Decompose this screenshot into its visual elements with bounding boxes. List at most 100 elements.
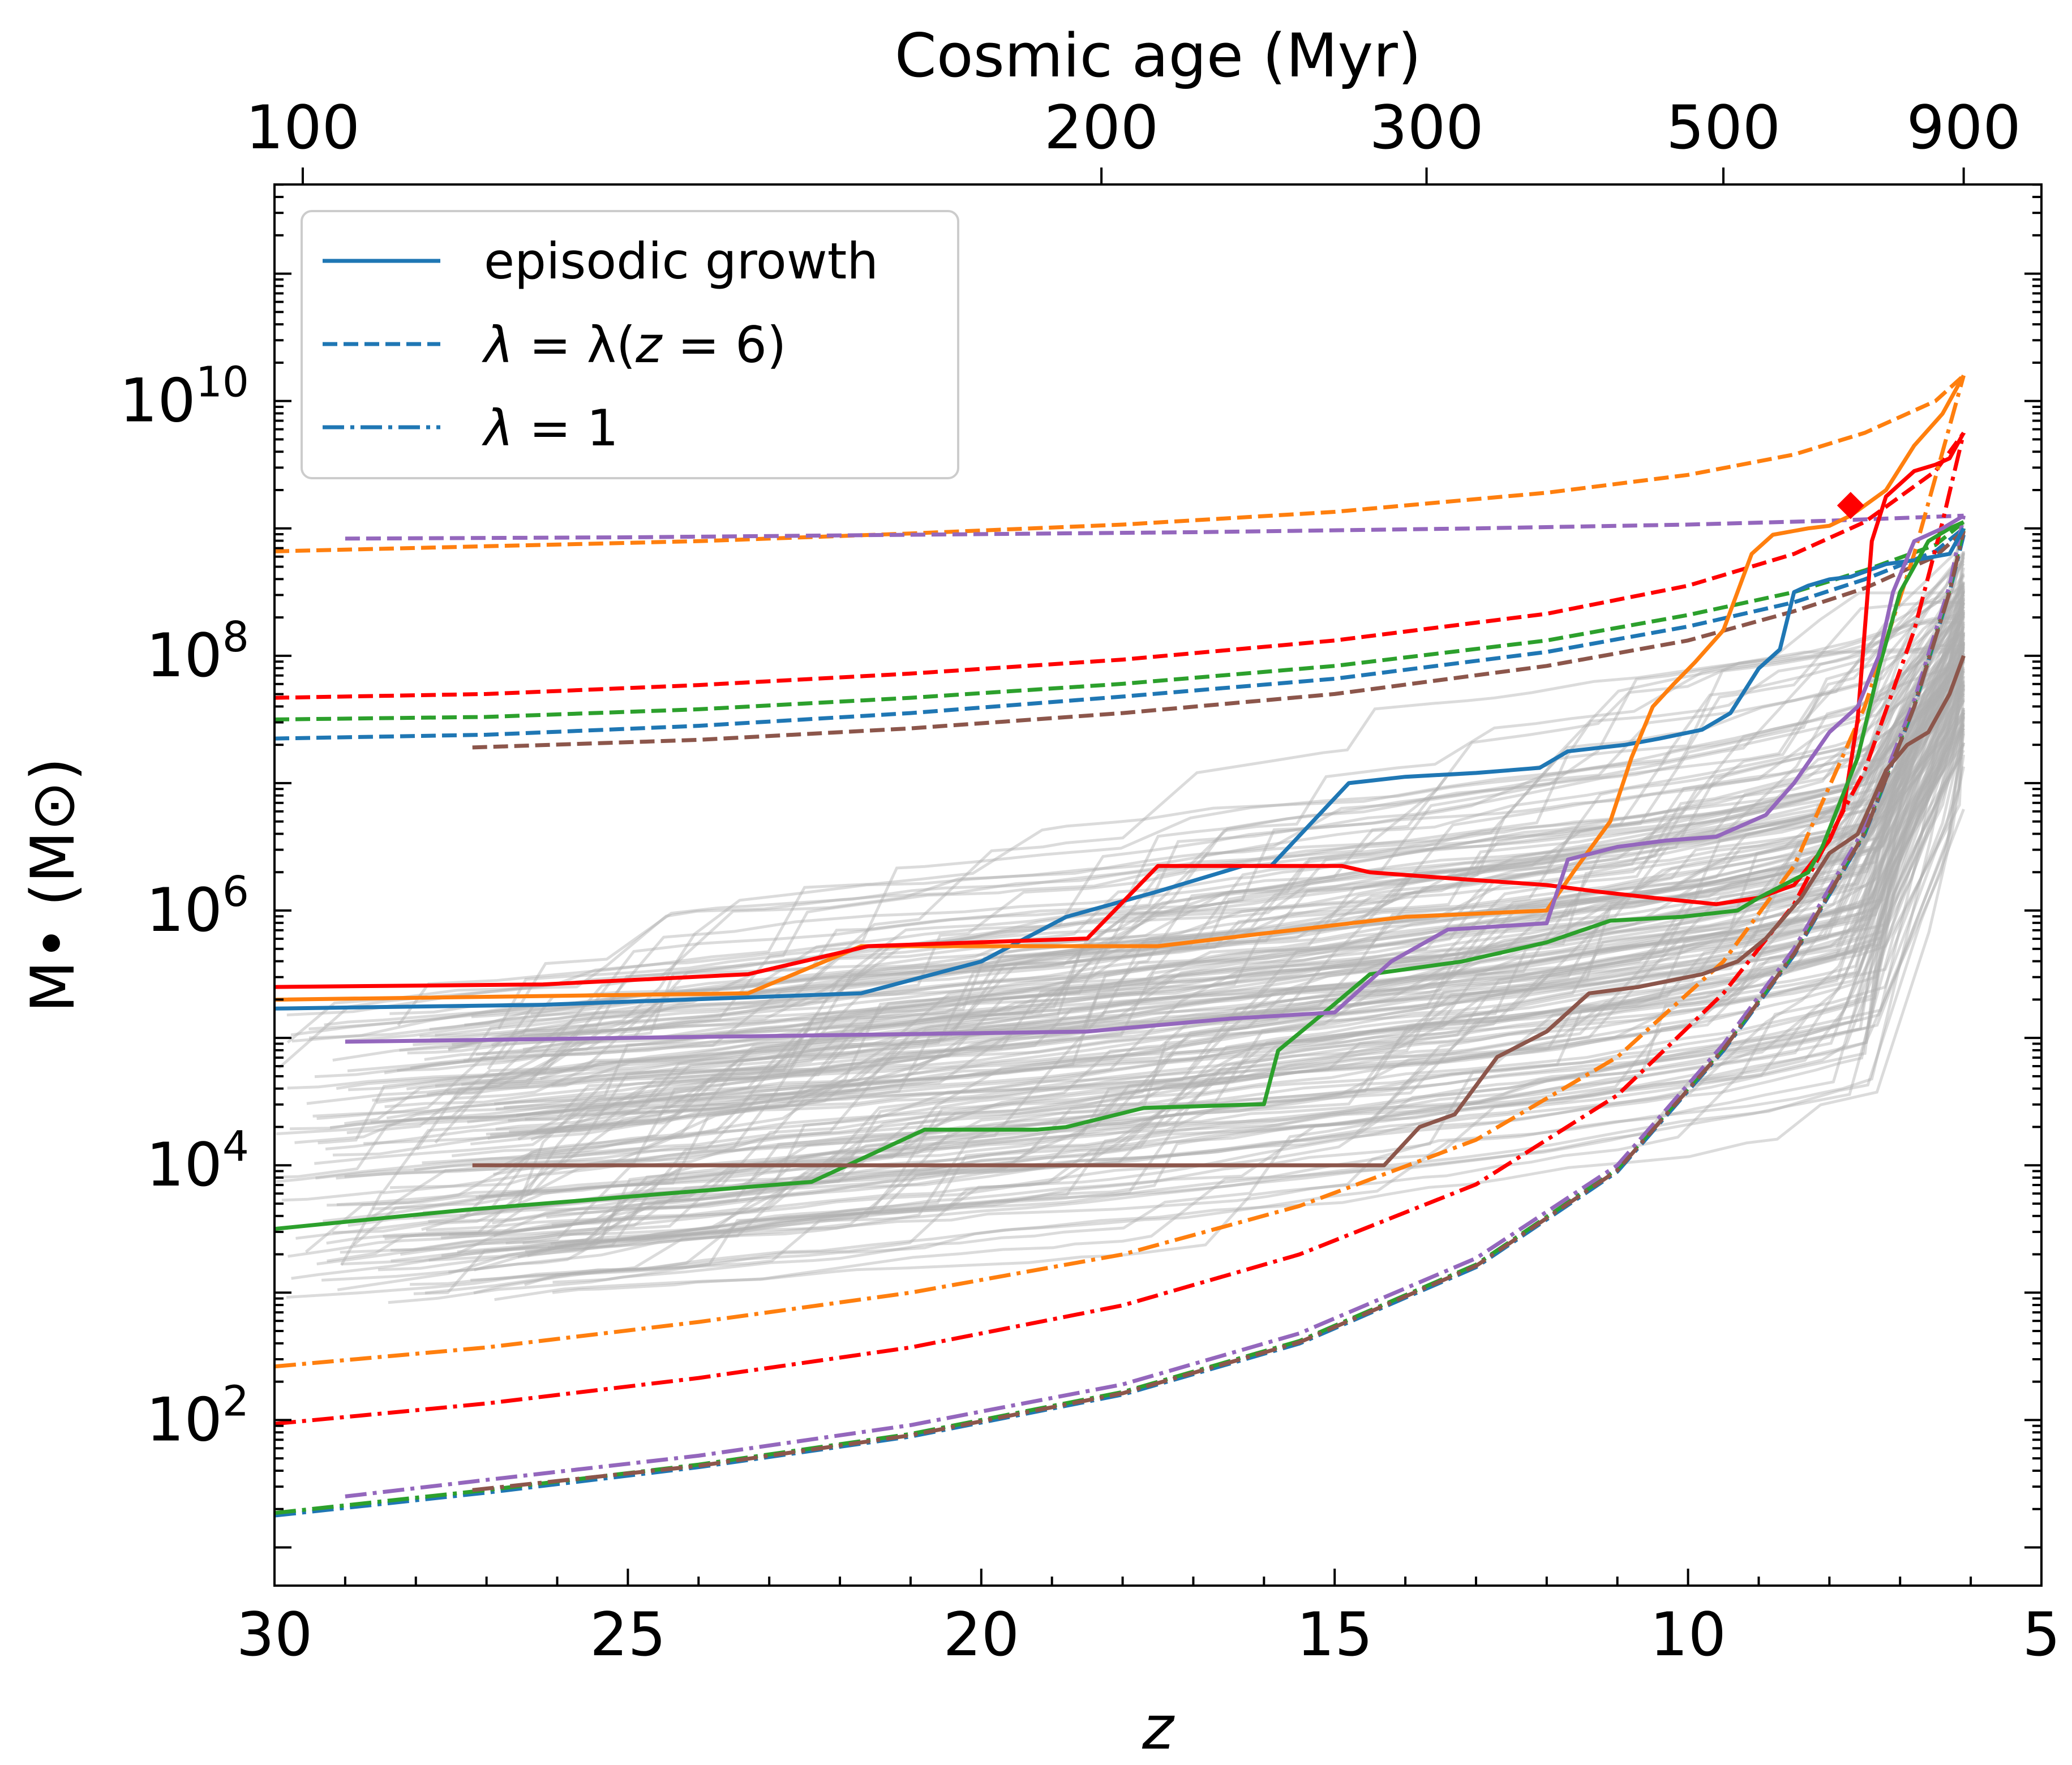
gray-track: [391, 551, 1966, 1262]
y-tick-label: 102: [146, 1377, 249, 1454]
gray-track: [520, 560, 1963, 1075]
gray-track: [427, 612, 1963, 1096]
gray-track: [546, 715, 1966, 1219]
x-tick-label: 10: [1650, 1600, 1726, 1669]
gray-track: [422, 728, 1965, 1165]
gray-track: [463, 656, 1965, 1062]
gray-track: [473, 611, 1966, 1295]
gray-track: [530, 553, 1965, 1016]
gray-track: [340, 657, 1965, 1254]
gray-track: [522, 624, 1966, 1051]
gray-track: [306, 612, 1964, 1105]
gray-track: [516, 650, 1965, 1117]
gray-track: [428, 658, 1965, 1223]
series-blue-episodic: [274, 527, 1966, 1011]
x-axis-label: z: [1142, 1693, 1175, 1763]
gray-track: [452, 599, 1966, 1158]
gray-track: [353, 616, 1966, 1247]
top-tick-label: 900: [1906, 93, 2020, 162]
top-tick-label: 200: [1044, 93, 1159, 162]
gray-track: [327, 589, 1966, 1262]
legend-label-episodic: episodic growth: [484, 232, 878, 290]
plot-frame: [273, 183, 2043, 1587]
gray-track: [487, 621, 1962, 1070]
top-tick-label: 300: [1369, 93, 1483, 162]
gray-track: [457, 670, 1965, 1253]
gray-track: [336, 681, 1964, 1180]
gray-track: [470, 632, 1966, 1282]
legend-frame: [301, 210, 959, 479]
gray-track: [308, 652, 1965, 1040]
gray-track: [490, 641, 1965, 1137]
gray-track: [414, 724, 1965, 1171]
gray-track: [480, 590, 1966, 1060]
series-red-lambda-1: [274, 432, 1966, 1426]
gray-track: [522, 697, 1965, 1245]
gray-track: [452, 609, 1966, 1046]
gray-track: [486, 626, 1965, 1136]
gray-track: [495, 596, 1965, 1131]
gray-track: [332, 662, 1963, 1062]
gray-track: [436, 595, 1966, 1120]
gray-track: [378, 613, 1965, 1272]
gray-track: [495, 676, 1965, 1111]
gray-track: [447, 647, 1965, 1094]
gray-track: [372, 603, 1966, 1102]
gray-track: [413, 655, 1965, 1046]
series-red-episodic: [274, 432, 1966, 989]
gray-track: [295, 680, 1965, 1240]
gray-track: [475, 531, 1965, 1056]
legend: episodic growth λ = λ(z = 6) λ = 1: [301, 210, 959, 479]
gray-track: [383, 683, 1965, 1238]
series-blue-lambda-z-6-: [274, 526, 1965, 741]
gray-track: [525, 659, 1965, 1121]
gray-track: [368, 654, 1966, 1221]
gray-track: [281, 649, 1965, 1202]
y-tick-label: 104: [146, 1122, 249, 1200]
gray-track: [323, 611, 1965, 1223]
gray-track: [441, 612, 1966, 1257]
gray-track: [494, 727, 1965, 1302]
gray-track: [530, 603, 1965, 1135]
y-tick-label: 106: [146, 868, 249, 945]
x-tick-label: 5: [2022, 1600, 2060, 1669]
y-tick-label: 1010: [119, 358, 249, 436]
gray-track: [460, 707, 1965, 1218]
gray-track: [291, 666, 1965, 1043]
x-tick-label: 25: [590, 1600, 666, 1669]
gray-track: [275, 587, 1966, 1183]
series-purple-episodic: [345, 514, 1965, 1044]
gray-track: [491, 686, 1965, 1047]
gray-track: [325, 584, 1965, 1150]
gray-track: [471, 583, 1964, 1019]
gray-track: [423, 628, 1965, 1216]
gray-track: [276, 660, 1963, 1136]
gray-track: [448, 669, 1965, 1050]
gray-track: [348, 606, 1966, 1227]
gray-track: [410, 754, 1966, 1286]
gray-track: [430, 562, 1965, 1041]
gray-track: [400, 688, 1966, 1256]
gray-track: [324, 621, 1965, 1027]
series-purple-lambda-1: [345, 515, 1966, 1498]
gray-track: [539, 590, 1966, 1080]
gray-track: [332, 643, 1966, 1157]
gray-track: [344, 629, 1965, 1126]
gray-track: [308, 583, 1966, 1030]
axis-ticks: [273, 168, 2043, 1586]
gray-track: [517, 728, 1964, 1259]
gray-track: [552, 658, 1966, 1284]
gray-track: [290, 743, 1965, 1131]
gray-track: [384, 567, 1966, 1075]
gray-track: [286, 647, 1964, 1044]
gray-track: [527, 766, 1966, 1257]
gray-track: [550, 669, 1966, 1246]
gray-track: [474, 593, 1965, 1272]
gray-track: [390, 731, 1966, 1252]
gray-track: [326, 642, 1966, 1245]
gray-track: [415, 552, 1966, 1150]
gray-track: [488, 654, 1965, 1087]
gray-track: [435, 586, 1965, 1088]
gray-track: [547, 756, 1963, 1249]
gray-track: [329, 617, 1964, 1130]
